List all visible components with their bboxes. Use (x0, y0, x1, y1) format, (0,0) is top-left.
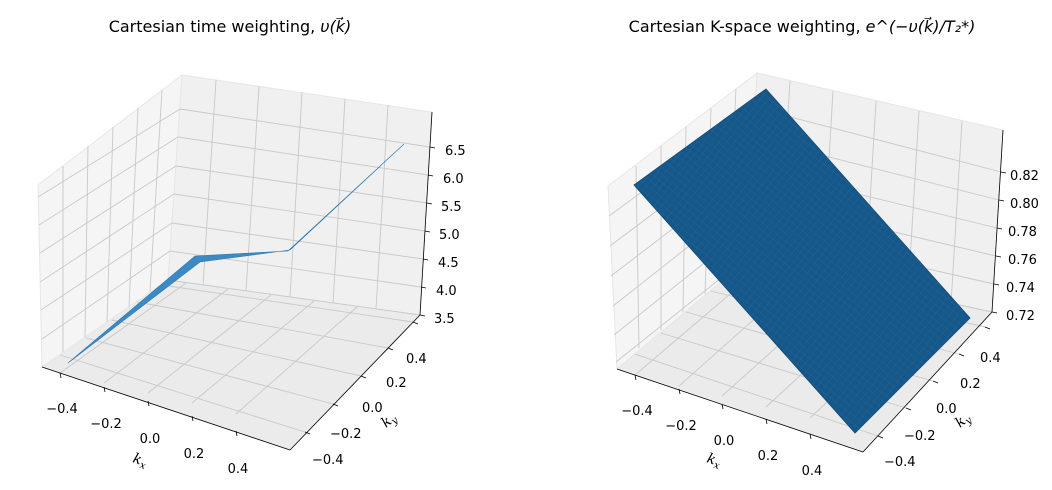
left-z-tick: 6.5 (445, 144, 466, 159)
right-surface (633, 88, 971, 434)
chart-right-title-prefix: Cartesian K-space weighting, (629, 17, 866, 36)
left-z-tick: 4.0 (436, 284, 457, 299)
chart-left-title-prefix: Cartesian time weighting, (109, 17, 321, 36)
right-y-tick: 0.0 (936, 402, 957, 417)
left-y-tick: 0.2 (386, 376, 407, 391)
left-x-axis-label: kx (130, 451, 149, 473)
right-z-tick: 0.74 (1006, 281, 1035, 296)
left-z-tick: 6.0 (443, 172, 464, 187)
right-y-tick: −0.2 (904, 429, 936, 444)
right-z-tick: 0.72 (1006, 309, 1035, 324)
chart-left-title: Cartesian time weighting, υ(k⃗) (109, 16, 352, 36)
right-x-tick: 0.0 (714, 434, 735, 449)
right-y-tick: 0.2 (960, 377, 981, 392)
left-pane-back (167, 74, 433, 316)
right-y-tick: −0.4 (884, 455, 916, 470)
right-z-tick: 0.78 (1008, 225, 1037, 240)
right-axes (616, 129, 1007, 453)
left-x-tick: 0.4 (228, 462, 249, 477)
left-z-tick: 5.5 (441, 200, 462, 215)
right-z-tick: 0.80 (1010, 197, 1039, 212)
chart-left: Cartesian time weighting, υ(k⃗) (37, 16, 466, 477)
left-x-tick: −0.4 (46, 402, 78, 417)
left-z-tick: 4.5 (438, 256, 459, 271)
left-x-tick: 0.2 (184, 447, 205, 462)
left-grid (37, 79, 431, 433)
left-y-tick: −0.2 (330, 427, 362, 442)
right-x-tick: 0.4 (802, 464, 823, 479)
right-x-tick: 0.2 (758, 449, 779, 464)
left-y-tick: 0.4 (406, 352, 427, 367)
right-x-tick: −0.4 (621, 404, 653, 419)
right-x-axis-label: kx (704, 451, 723, 473)
chart-right: Cartesian K-space weighting, e^(−υ(k⃗)/T… (607, 16, 1039, 479)
chart-left-title-math: υ(k⃗) (320, 16, 351, 36)
left-surface (67, 143, 405, 364)
right-z-tick: 0.82 (1010, 169, 1039, 184)
left-y-tick: 0.0 (362, 401, 383, 416)
chart-right-title: Cartesian K-space weighting, e^(−υ(k⃗)/T… (629, 16, 976, 36)
left-y-tick: −0.4 (312, 453, 344, 468)
left-x-tick: 0.0 (140, 432, 161, 447)
left-axes (41, 111, 436, 451)
chart-right-title-math: e^(−υ(k⃗)/T₂*) (866, 16, 976, 36)
right-y-tick: 0.4 (980, 351, 1001, 366)
right-z-tick: 0.76 (1008, 253, 1037, 268)
right-x-tick: −0.2 (665, 419, 697, 434)
left-z-tick: 5.0 (439, 228, 460, 243)
left-x-tick: −0.2 (90, 417, 122, 432)
left-z-tick: 3.5 (434, 312, 455, 327)
